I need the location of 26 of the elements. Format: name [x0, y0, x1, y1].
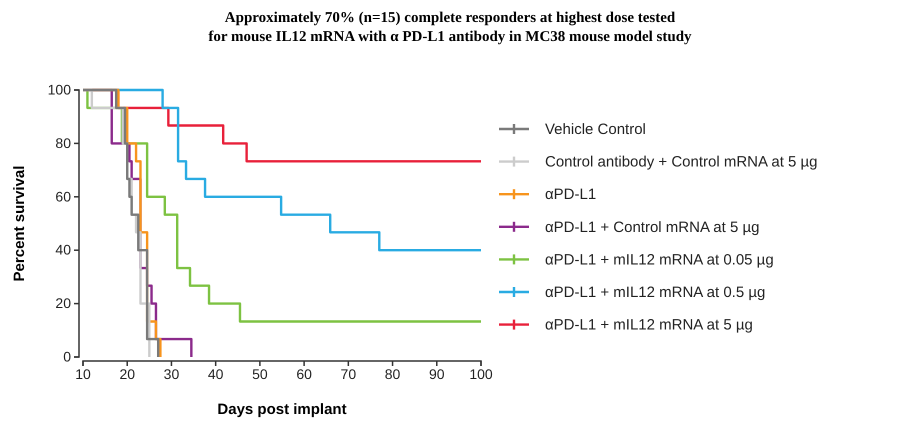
- y-tick-label: 40: [55, 242, 72, 258]
- x-tick-label: 30: [164, 366, 180, 382]
- y-axis-title: Percent survival: [11, 166, 28, 282]
- chart-title: Approximately 70% (n=15) complete responders at highest dose tested for mouse IL12 mRNA with α PD-L1 antibody in MC38 mouse model study: [208, 10, 692, 45]
- x-tick-label: 10: [75, 366, 91, 382]
- x-tick-label: 50: [252, 366, 268, 382]
- y-tick-label: 60: [55, 188, 72, 204]
- x-tick-label: 90: [428, 366, 445, 382]
- y-tick-label: 80: [55, 134, 72, 151]
- legend-label: αPD-L1 + Control mRNA at 5 µg: [545, 218, 760, 236]
- legend-label: αPD-L1 + mIL12 mRNA at 0.5 µg: [545, 284, 766, 301]
- x-tick-label: 20: [119, 366, 136, 382]
- x-tick-label: 100: [469, 366, 493, 382]
- x-axis-title: Days post implant: [217, 401, 347, 418]
- x-tick-label: 80: [384, 366, 401, 382]
- y-tick-label: 20: [55, 295, 72, 312]
- legend-label: αPD-L1: [545, 186, 596, 204]
- x-tick-label: 70: [340, 366, 356, 382]
- legend-label: αPD-L1 + mIL12 mRNA at 0.05 µg: [545, 251, 774, 268]
- legend-label: Control antibody + Control mRNA at 5 µg: [545, 154, 818, 171]
- y-tick-label: 100: [48, 81, 72, 98]
- legend-label: Vehicle Control: [545, 121, 646, 138]
- x-tick-label: 40: [208, 366, 224, 382]
- legend-label: αPD-L1 + mIL12 mRNA at 5 µg: [545, 316, 753, 334]
- y-tick-label: 0: [63, 348, 72, 364]
- x-tick-label: 60: [296, 366, 312, 382]
